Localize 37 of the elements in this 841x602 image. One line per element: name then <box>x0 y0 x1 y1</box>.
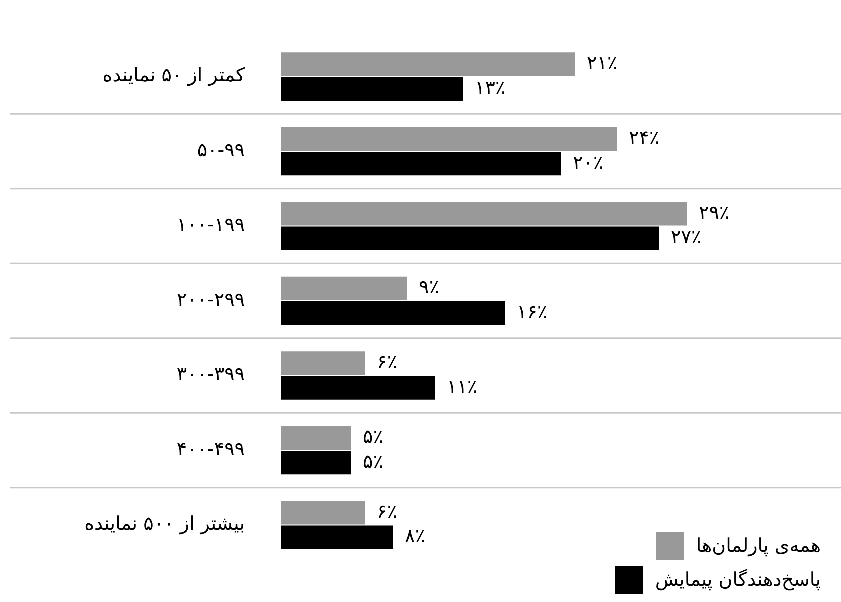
bar <box>281 77 463 101</box>
data-label: ۱۳٪ <box>475 77 506 100</box>
legend-label: همه‌ی پارلمان‌ها <box>696 535 821 557</box>
bar <box>281 526 393 550</box>
bar <box>281 202 687 226</box>
bar <box>281 127 617 152</box>
data-label: ۲۴٪ <box>629 127 660 150</box>
y-tick-label: ۱۰۰-۱۹۹ <box>176 214 245 236</box>
data-label: ۲۹٪ <box>699 202 730 224</box>
bar <box>281 501 365 525</box>
y-tick-label: کمتر از ۵۰ نماینده <box>102 64 246 87</box>
data-label: ۹٪ <box>419 276 440 299</box>
data-label: ۵٪ <box>363 450 384 473</box>
bar <box>281 226 659 250</box>
bar <box>281 426 351 450</box>
data-label: ۸٪ <box>405 526 426 548</box>
data-label: ۱۱٪ <box>447 376 478 398</box>
y-tick-label: ۲۰۰-۲۹۹ <box>176 288 245 311</box>
bar <box>281 301 505 326</box>
bar <box>281 450 351 475</box>
data-label: ۲۰٪ <box>573 152 604 174</box>
y-tick-label: ۳۰۰-۳۹۹ <box>176 364 245 386</box>
y-tick-label: ۴۰۰-۴۹۹ <box>176 438 245 460</box>
legend-label: پاسخ‌دهندگان پیمایش <box>655 569 821 591</box>
y-tick-label: ۵۰-۹۹ <box>197 139 245 162</box>
data-label: ۲۷٪ <box>671 226 702 249</box>
bar <box>281 352 365 376</box>
bar <box>281 376 435 400</box>
data-label: ۶٪ <box>377 500 398 523</box>
data-label: ۵٪ <box>363 426 384 448</box>
bar <box>281 276 407 301</box>
y-tick-label: بیشتر از ۵۰۰ نماینده <box>84 513 245 536</box>
bar <box>281 152 561 176</box>
data-label: ۱۶٪ <box>517 301 548 324</box>
data-label: ۶٪ <box>377 351 398 374</box>
bar <box>281 52 575 76</box>
data-label: ۲۱٪ <box>587 52 618 74</box>
